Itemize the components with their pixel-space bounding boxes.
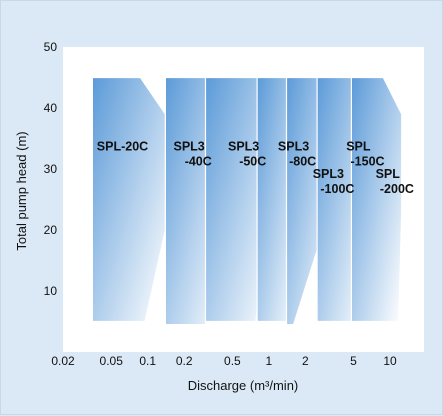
y-axis-ticks: 10 20 30 40 50 [44, 40, 58, 298]
y-tick-label: 20 [44, 223, 58, 237]
x-tick-label: 10 [383, 354, 397, 368]
label-spl3-50c-line1: SPL3 [228, 140, 259, 154]
x-tick-label: 0.2 [176, 354, 193, 368]
x-tick-label: 0.05 [100, 354, 124, 368]
y-tick-label: 50 [44, 40, 58, 54]
y-tick-label: 10 [44, 284, 58, 298]
label-spl-20c-line1: SPL-20C [97, 140, 148, 154]
label-spl3-100c-line2: -100C [320, 182, 354, 196]
x-tick-label: 2 [302, 354, 309, 368]
y-tick-label: 30 [44, 162, 58, 176]
x-tick-label: 5 [350, 354, 357, 368]
label-spl-150c-line1: SPL [346, 140, 371, 154]
label-spl-200c-line1: SPL [376, 167, 401, 181]
label-spl3-80c-line2: -80C [289, 155, 316, 169]
label-spl3-40c-line1: SPL3 [174, 140, 205, 154]
y-axis-label: Total pump head (m) [14, 131, 29, 250]
label-spl3-100c-line1: SPL3 [313, 167, 344, 181]
label-spl3-50c-line2: -50C [239, 155, 266, 169]
label-spl3-40c-line2: -40C [185, 155, 212, 169]
label-spl-200c-line2: -200C [380, 182, 414, 196]
label-spl3-80c-line1: SPL3 [278, 140, 309, 154]
x-tick-label: 0.02 [51, 354, 75, 368]
x-axis-label: Discharge (m³/min) [188, 378, 299, 393]
model-regions [91, 76, 403, 326]
label-spl-150c-line2: -150C [351, 155, 385, 169]
x-tick-label: 1 [265, 354, 272, 368]
region-spl-200c [350, 76, 403, 323]
y-tick-label: 40 [44, 101, 58, 115]
x-tick-label: 0.5 [224, 354, 241, 368]
x-tick-label: 0.1 [139, 354, 156, 368]
x-axis-ticks: 0.02 0.05 0.1 0.2 0.5 1 2 5 10 [51, 354, 397, 368]
model-labels: SPL-20C SPL3-40CSPL3-50CSPL3-80CSPL3-100C… [97, 140, 414, 197]
